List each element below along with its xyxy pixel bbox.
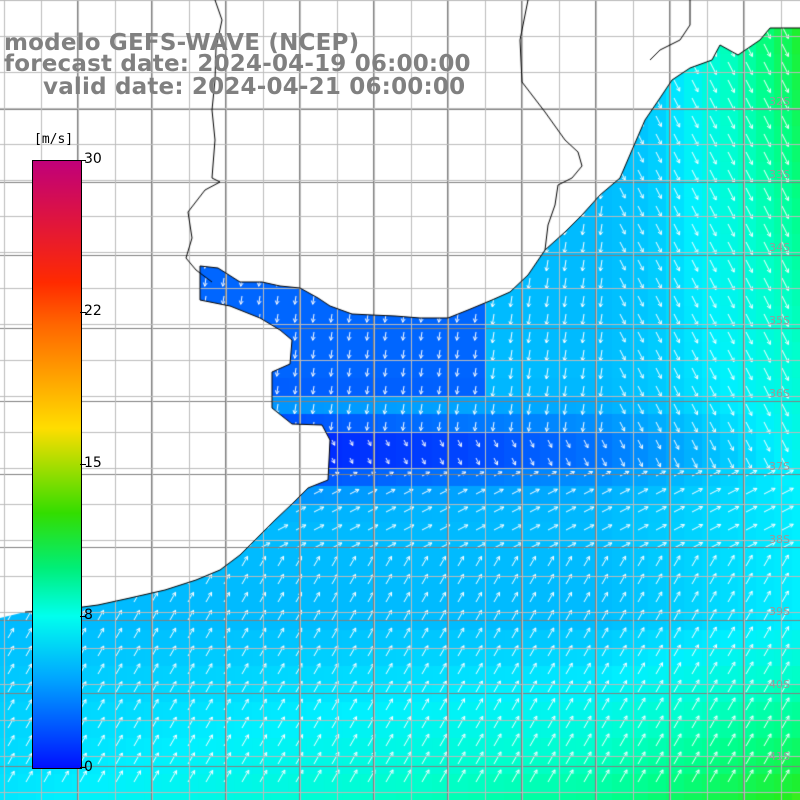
lat-label: 33S — [769, 168, 790, 181]
colorbar-tickmark — [80, 464, 86, 465]
lat-label: 41S — [769, 750, 790, 763]
lat-label: 40S — [769, 678, 790, 691]
lat-label: 37S — [769, 460, 790, 473]
forecast-date: forecast date: 2024-04-19 06:00:00 — [4, 51, 471, 77]
colorbar-units: [m/s] — [34, 132, 74, 147]
colorbar — [32, 160, 82, 769]
colorbar-tick-label: 15 — [84, 455, 102, 471]
colorbar-tick-label: 0 — [84, 759, 93, 775]
colorbar-tick-label: 30 — [84, 151, 102, 167]
model-title: modelo GEFS-WAVE (NCEP) — [4, 30, 360, 56]
lat-label: 32S — [769, 95, 790, 108]
lat-label: 39S — [769, 605, 790, 618]
lat-label: 35S — [769, 314, 790, 327]
colorbar-tickmark — [80, 767, 86, 768]
colorbar-tickmark — [80, 616, 86, 617]
lat-label: 34S — [769, 241, 790, 254]
lat-label: 38S — [769, 533, 790, 546]
lat-label: 36S — [769, 387, 790, 400]
colorbar-tickmark — [80, 312, 86, 313]
valid-date: valid date: 2024-04-21 06:00:00 — [43, 74, 466, 100]
colorbar-tick-label: 22 — [84, 303, 102, 319]
colorbar-tickmark — [80, 160, 86, 161]
colorbar-tick-label: 8 — [84, 607, 93, 623]
